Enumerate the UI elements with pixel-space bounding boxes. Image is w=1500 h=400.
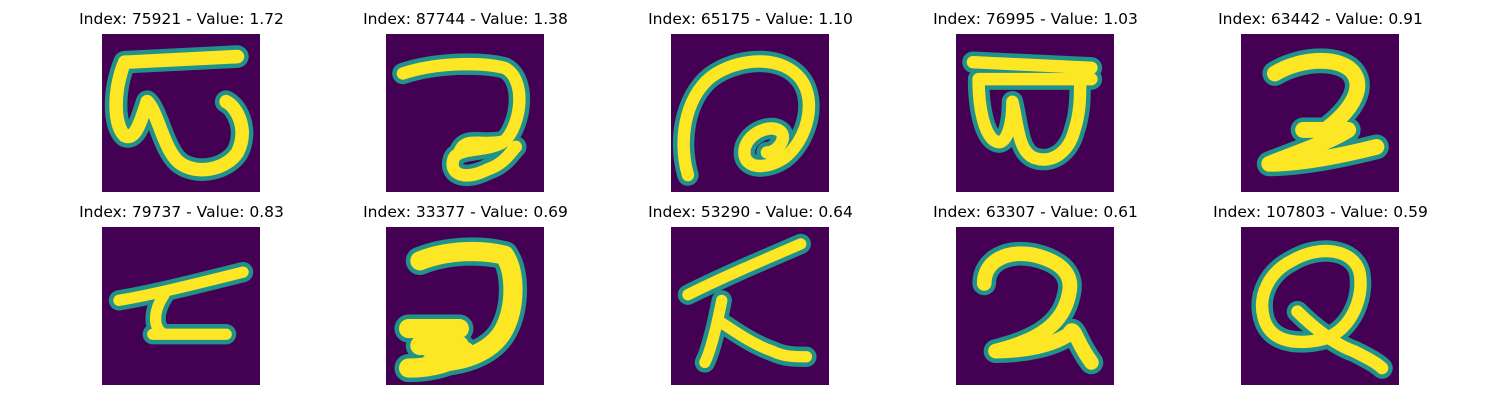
panel-title: Index: 87744 - Value: 1.38 bbox=[323, 10, 608, 28]
panel-title: Index: 65175 - Value: 1.10 bbox=[608, 10, 893, 28]
panel-title: Index: 79737 - Value: 0.83 bbox=[39, 203, 324, 221]
panel-7: Index: 33377 - Value: 0.69 bbox=[323, 193, 608, 383]
panel-9: Index: 63307 - Value: 0.61 bbox=[893, 193, 1178, 383]
panel-title: Index: 33377 - Value: 0.69 bbox=[323, 203, 608, 221]
handwritten-character-image bbox=[956, 227, 1114, 385]
panel-3: Index: 65175 - Value: 1.10 bbox=[608, 0, 893, 190]
panel-title: Index: 63307 - Value: 0.61 bbox=[893, 203, 1178, 221]
handwritten-character-image bbox=[102, 34, 260, 192]
handwritten-character-image bbox=[386, 227, 544, 385]
panel-title: Index: 53290 - Value: 0.64 bbox=[608, 203, 893, 221]
handwritten-character-image bbox=[386, 34, 544, 192]
panel-title: Index: 107803 - Value: 0.59 bbox=[1178, 203, 1463, 221]
panel-title: Index: 76995 - Value: 1.03 bbox=[893, 10, 1178, 28]
panel-2: Index: 87744 - Value: 1.38 bbox=[323, 0, 608, 190]
handwritten-character-image bbox=[1241, 227, 1399, 385]
panel-1: Index: 75921 - Value: 1.72 bbox=[39, 0, 324, 190]
panel-6: Index: 79737 - Value: 0.83 bbox=[39, 193, 324, 383]
panel-4: Index: 76995 - Value: 1.03 bbox=[893, 0, 1178, 190]
panel-8: Index: 53290 - Value: 0.64 bbox=[608, 193, 893, 383]
handwritten-character-image bbox=[1241, 34, 1399, 192]
handwritten-character-image bbox=[671, 34, 829, 192]
panel-10: Index: 107803 - Value: 0.59 bbox=[1178, 193, 1463, 383]
handwritten-character-image bbox=[102, 227, 260, 385]
panel-title: Index: 75921 - Value: 1.72 bbox=[39, 10, 324, 28]
handwritten-character-image bbox=[956, 34, 1114, 192]
panel-title: Index: 63442 - Value: 0.91 bbox=[1178, 10, 1463, 28]
panel-5: Index: 63442 - Value: 0.91 bbox=[1178, 0, 1463, 190]
handwritten-character-image bbox=[671, 227, 829, 385]
